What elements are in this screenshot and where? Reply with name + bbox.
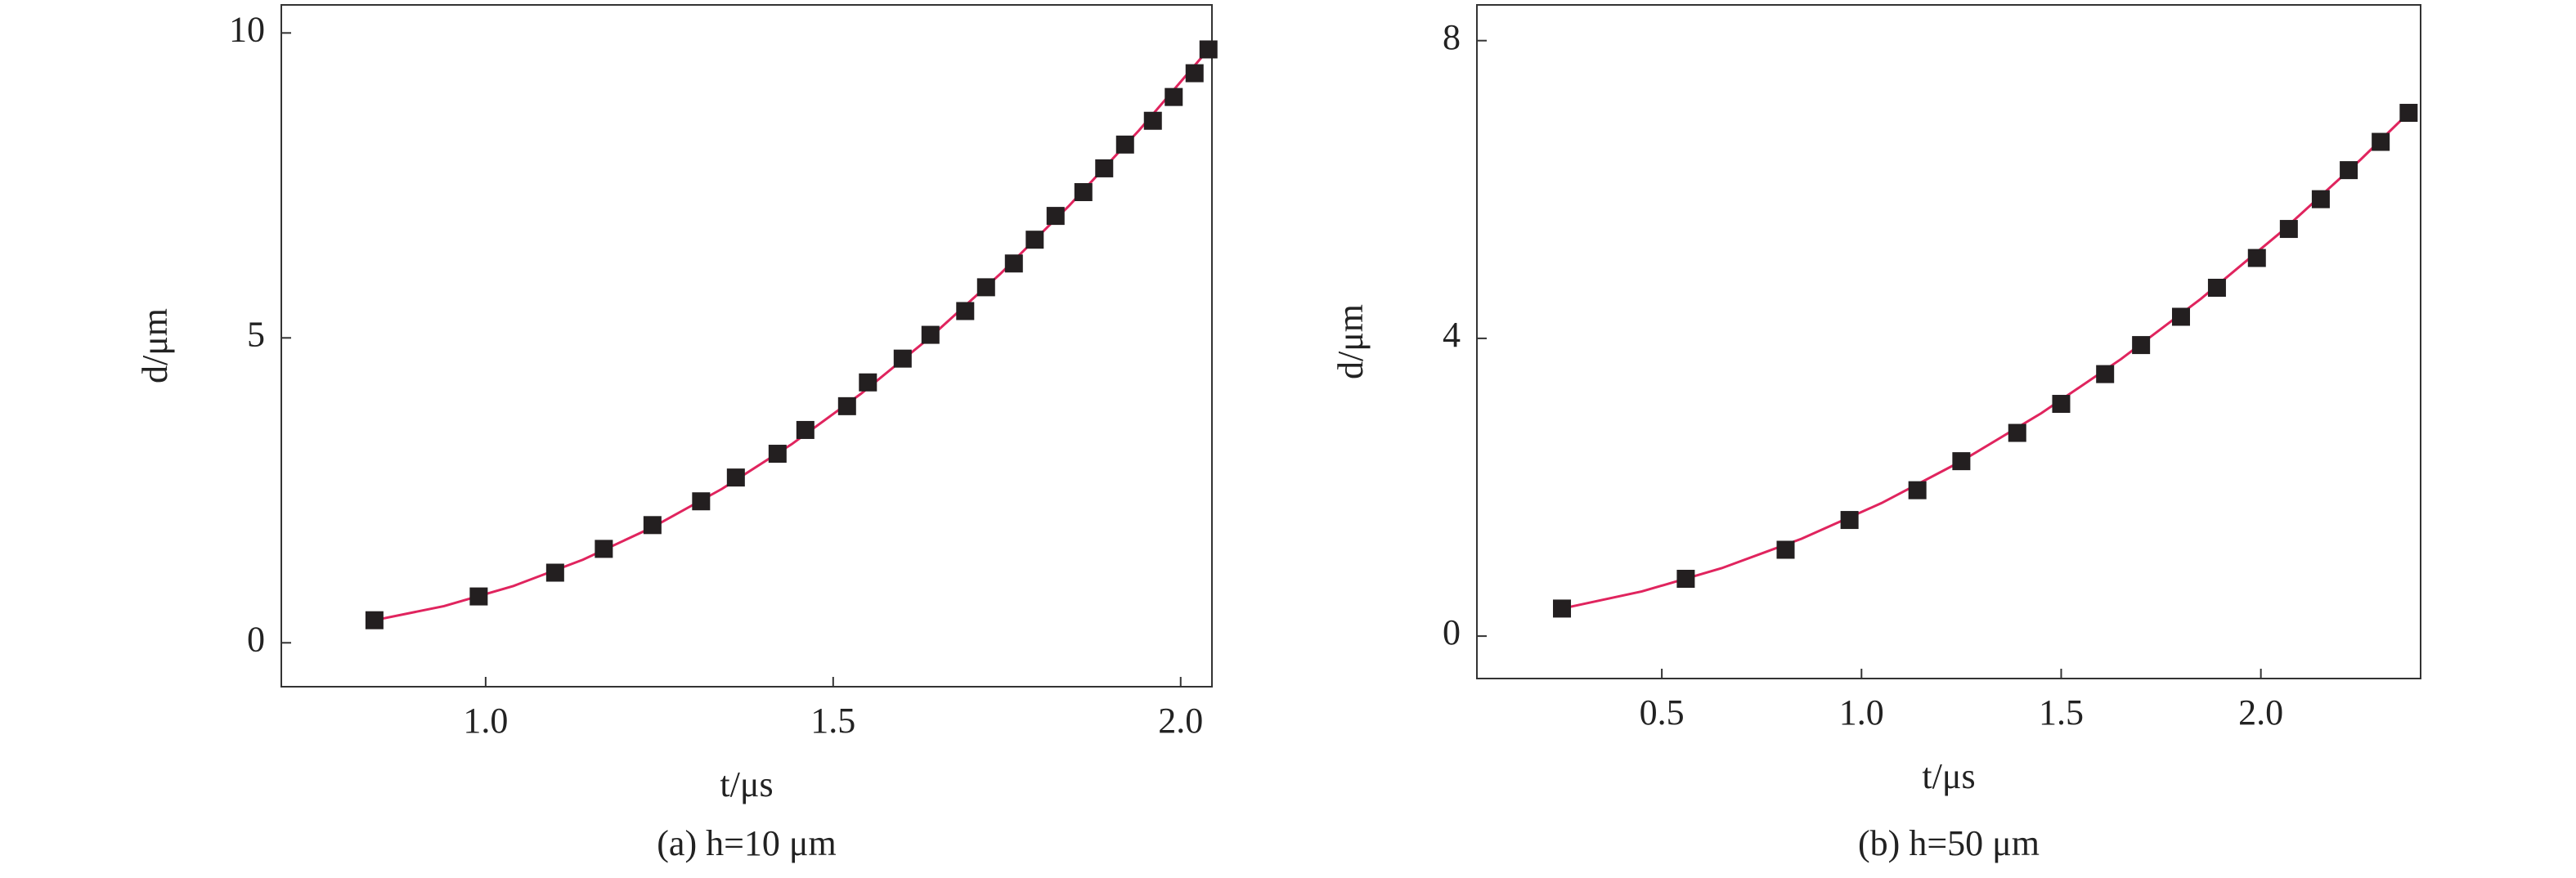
data-point: [893, 349, 912, 368]
data-point: [2052, 395, 2071, 414]
caption: (b) h=50 μm: [1858, 823, 2040, 863]
y-axis-label: d/μm: [1331, 304, 1371, 379]
data-point: [2372, 132, 2390, 151]
data-point: [976, 278, 995, 297]
data-point: [2279, 220, 2298, 239]
fit-line: [374, 48, 1209, 622]
plot-frame: [1476, 4, 2421, 679]
data-point: [1199, 40, 1218, 59]
caption: (a) h=10 μm: [657, 823, 836, 863]
data-point: [595, 540, 613, 558]
data-point: [2247, 249, 2266, 267]
data-point: [768, 445, 787, 464]
y-tick-label: 0: [247, 619, 265, 659]
data-point: [2132, 336, 2151, 355]
data-point: [545, 563, 564, 582]
x-tick-label: 0.5: [1640, 692, 1685, 732]
data-point: [956, 302, 975, 320]
data-point: [1553, 599, 1572, 618]
y-tick-label: 10: [229, 9, 265, 49]
data-point: [2340, 161, 2358, 180]
x-tick-label: 1.5: [2039, 692, 2084, 732]
x-axis-label: t/μs: [720, 764, 773, 804]
data-point: [2399, 104, 2418, 123]
data-point: [2096, 365, 2115, 383]
data-point: [1952, 452, 1971, 471]
data-point: [1004, 254, 1023, 273]
y-axis-label: d/μm: [135, 308, 175, 383]
data-point: [726, 468, 745, 487]
data-point: [692, 492, 711, 511]
data-point: [2008, 423, 2026, 442]
data-point: [1676, 569, 1695, 588]
y-tick-label: 8: [1443, 17, 1461, 57]
data-point: [1095, 159, 1114, 177]
data-point: [1908, 481, 1927, 499]
x-tick-label: 2.0: [1158, 701, 1203, 741]
fit-line: [1561, 111, 2410, 610]
data-point: [921, 325, 940, 344]
y-tick-label: 5: [247, 314, 265, 354]
data-point: [1185, 64, 1204, 83]
data-point: [643, 516, 662, 535]
x-tick-label: 1.0: [463, 701, 508, 741]
data-point: [2171, 307, 2190, 326]
data-point: [1046, 207, 1065, 226]
data-point: [796, 420, 815, 439]
data-point: [837, 396, 856, 415]
x-tick-label: 1.0: [1839, 692, 1884, 732]
data-point: [859, 373, 877, 392]
plot-frame: [280, 4, 1213, 688]
x-tick-label: 1.5: [810, 701, 855, 741]
data-point: [2311, 190, 2330, 208]
x-tick-label: 2.0: [2238, 692, 2283, 732]
y-tick-label: 4: [1443, 315, 1461, 355]
data-point: [1165, 87, 1183, 106]
data-point: [1776, 540, 1795, 559]
data-point: [365, 611, 384, 629]
data-point: [1074, 183, 1093, 202]
data-point: [1143, 111, 1162, 130]
y-tick-label: 0: [1443, 612, 1461, 652]
data-point: [1840, 511, 1859, 530]
data-point: [2207, 278, 2226, 297]
data-point: [469, 587, 488, 606]
data-point: [1025, 231, 1044, 249]
data-point: [1115, 135, 1134, 154]
x-axis-label: t/μs: [1922, 756, 1975, 796]
